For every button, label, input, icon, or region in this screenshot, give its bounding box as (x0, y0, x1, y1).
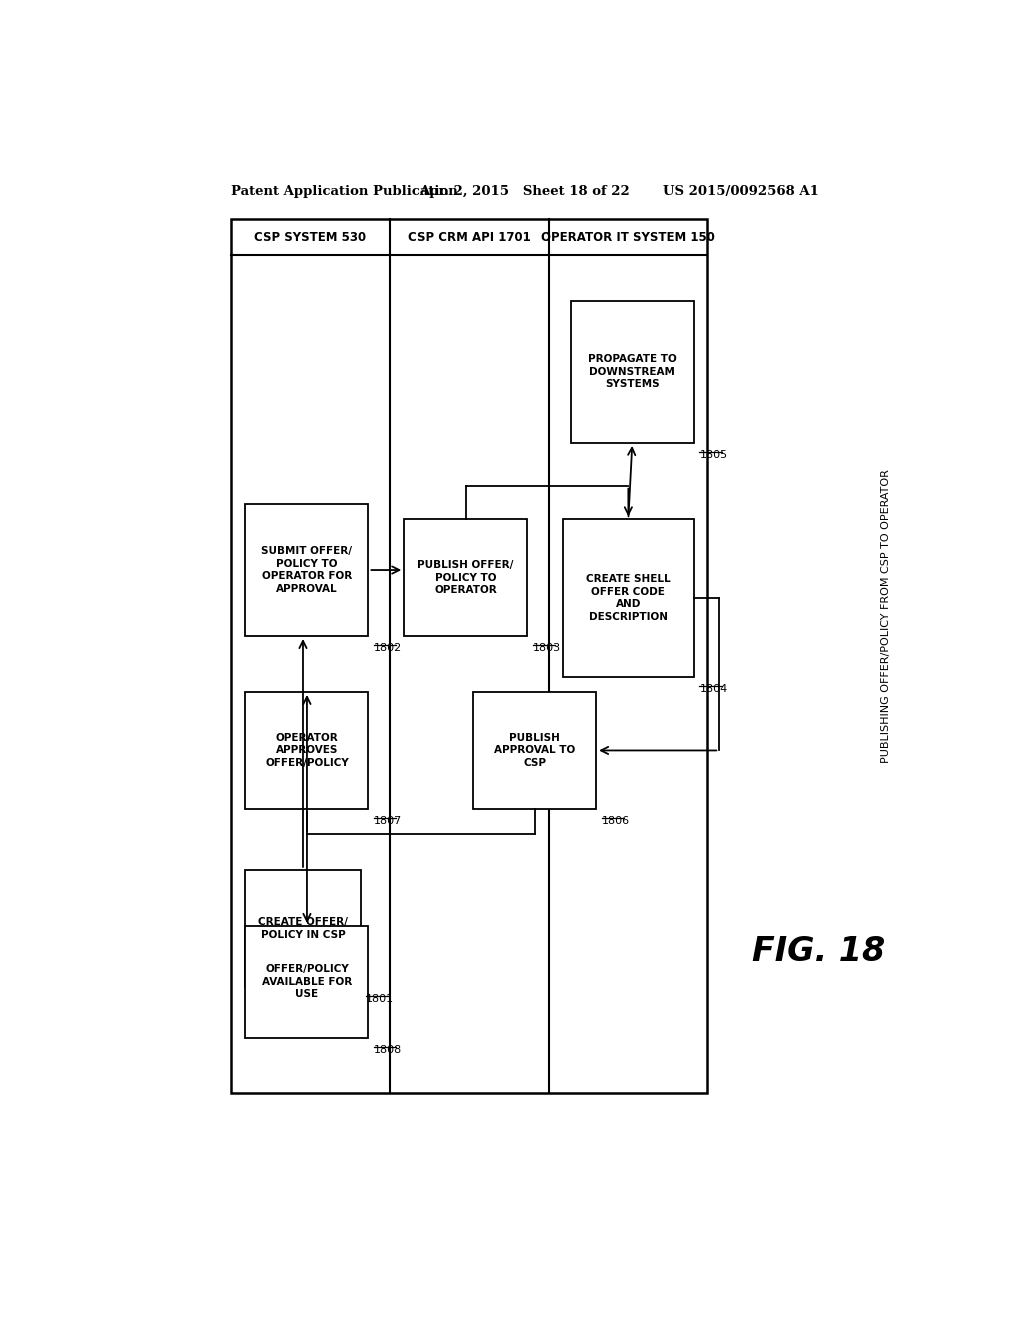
Text: US 2015/0092568 A1: US 2015/0092568 A1 (663, 185, 818, 198)
Text: 1801: 1801 (367, 994, 394, 1005)
Text: 1803: 1803 (532, 643, 561, 653)
Text: PUBLISH OFFER/
POLICY TO
OPERATOR: PUBLISH OFFER/ POLICY TO OPERATOR (418, 560, 514, 595)
Text: CREATE SHELL
OFFER CODE
AND
DESCRIPTION: CREATE SHELL OFFER CODE AND DESCRIPTION (586, 574, 671, 622)
Text: FIG. 18: FIG. 18 (752, 935, 885, 968)
Text: OPERATOR
APPROVES
OFFER/POLICY: OPERATOR APPROVES OFFER/POLICY (265, 733, 349, 768)
Bar (246, 925, 369, 1038)
Text: Apr. 2, 2015   Sheet 18 of 22: Apr. 2, 2015 Sheet 18 of 22 (420, 185, 630, 198)
Bar (246, 692, 369, 809)
Bar (246, 870, 360, 987)
Text: 1805: 1805 (699, 450, 727, 461)
Text: PUBLISHING OFFER/POLICY FROM CSP TO OPERATOR: PUBLISHING OFFER/POLICY FROM CSP TO OPER… (881, 469, 891, 763)
Text: CREATE OFFER/
POLICY IN CSP: CREATE OFFER/ POLICY IN CSP (258, 917, 348, 940)
Text: Patent Application Publication: Patent Application Publication (231, 185, 458, 198)
Bar (473, 692, 596, 809)
Text: 1804: 1804 (699, 684, 728, 694)
Text: CSP SYSTEM 530: CSP SYSTEM 530 (255, 231, 367, 244)
Text: 1808: 1808 (374, 1044, 402, 1055)
Bar (570, 301, 694, 444)
Text: PROPAGATE TO
DOWNSTREAM
SYSTEMS: PROPAGATE TO DOWNSTREAM SYSTEMS (588, 355, 677, 389)
Bar (246, 504, 369, 636)
Bar (404, 519, 527, 636)
Text: SUBMIT OFFER/
POLICY TO
OPERATOR FOR
APPROVAL: SUBMIT OFFER/ POLICY TO OPERATOR FOR APP… (261, 546, 352, 594)
Text: 1807: 1807 (374, 816, 402, 826)
Bar (563, 519, 694, 677)
Text: OFFER/POLICY
AVAILABLE FOR
USE: OFFER/POLICY AVAILABLE FOR USE (262, 965, 352, 999)
Text: PUBLISH
APPROVAL TO
CSP: PUBLISH APPROVAL TO CSP (495, 733, 575, 768)
Text: CSP CRM API 1701: CSP CRM API 1701 (408, 231, 530, 244)
Bar (231, 219, 708, 1093)
Text: OPERATOR IT SYSTEM 150: OPERATOR IT SYSTEM 150 (541, 231, 715, 244)
Text: 1806: 1806 (602, 816, 630, 826)
Text: 1802: 1802 (374, 643, 402, 653)
